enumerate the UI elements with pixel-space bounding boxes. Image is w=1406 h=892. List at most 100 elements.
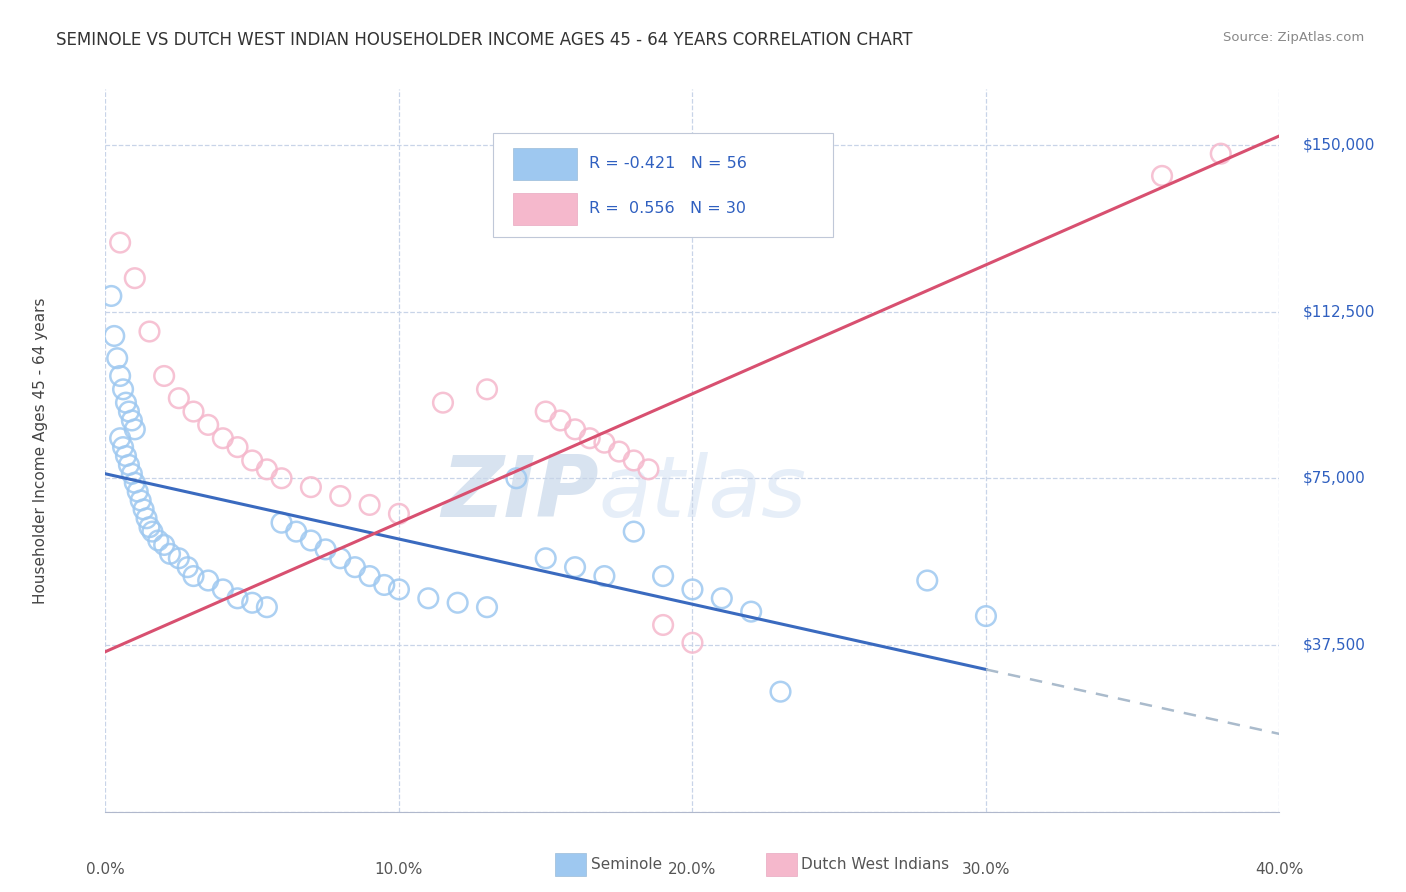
Point [475,600,498,615]
Point [1209,146,1232,161]
Point [138,520,160,534]
Point [652,618,675,632]
Point [103,329,125,343]
Point [299,533,322,548]
Point [475,382,498,396]
Point [197,417,219,432]
Point [240,453,263,467]
Point [153,538,176,552]
Point [112,382,135,396]
Point [100,289,122,303]
Point [682,582,704,597]
Text: R =  0.556   N = 30: R = 0.556 N = 30 [589,202,747,217]
Text: $37,500: $37,500 [1303,638,1365,652]
Point [159,547,181,561]
Point [153,369,176,384]
Text: $112,500: $112,500 [1303,304,1375,319]
Point [637,462,659,476]
Point [418,591,440,606]
Point [534,551,557,566]
Point [121,413,143,427]
Point [211,582,233,597]
Point [108,369,131,384]
Point [359,569,381,583]
Point [373,578,395,592]
Text: Dutch West Indians: Dutch West Indians [801,857,949,871]
Point [534,404,557,418]
Point [112,440,135,454]
Point [432,395,454,409]
Point [974,609,997,624]
Point [623,524,645,539]
Point [652,569,675,583]
Point [285,524,308,539]
Point [108,431,131,445]
FancyBboxPatch shape [494,133,834,237]
Point [118,458,141,472]
Point [564,422,586,436]
Bar [513,148,578,180]
Text: atlas: atlas [599,452,807,535]
Text: 40.0%: 40.0% [1256,863,1303,878]
Point [740,605,762,619]
Point [343,560,366,574]
Point [917,574,939,588]
Point [132,502,155,516]
Text: $150,000: $150,000 [1303,137,1375,153]
Point [124,271,146,285]
Text: 10.0%: 10.0% [375,863,423,878]
Text: SEMINOLE VS DUTCH WEST INDIAN HOUSEHOLDER INCOME AGES 45 - 64 YEARS CORRELATION : SEMINOLE VS DUTCH WEST INDIAN HOUSEHOLDE… [56,31,912,49]
Point [167,551,190,566]
Point [115,449,138,463]
Point [115,395,138,409]
Point [359,498,381,512]
Point [329,489,352,503]
Point [682,636,704,650]
Point [226,440,249,454]
Bar [513,193,578,225]
Text: R = -0.421   N = 56: R = -0.421 N = 56 [589,156,747,171]
Point [124,475,146,490]
Point [270,516,292,530]
Text: Seminole: Seminole [591,857,662,871]
Point [127,484,149,499]
Point [211,431,233,445]
Point [623,453,645,467]
Text: 0.0%: 0.0% [86,863,125,878]
Point [176,560,198,574]
Point [138,325,160,339]
Point [564,560,586,574]
Point [256,600,278,615]
Point [710,591,733,606]
Point [121,467,143,481]
Point [256,462,278,476]
Point [108,235,131,250]
Text: 20.0%: 20.0% [668,863,717,878]
Point [141,524,163,539]
Point [329,551,352,566]
Point [124,422,146,436]
Point [1150,169,1173,183]
Point [446,596,468,610]
Point [105,351,128,366]
Point [240,596,263,610]
Point [315,542,337,557]
Point [593,435,616,450]
Text: Source: ZipAtlas.com: Source: ZipAtlas.com [1223,31,1364,45]
Text: Householder Income Ages 45 - 64 years: Householder Income Ages 45 - 64 years [34,297,48,604]
Point [167,391,190,405]
Point [388,582,411,597]
Point [183,404,205,418]
Point [148,533,170,548]
Point [550,413,572,427]
Point [505,471,527,485]
Point [769,684,792,698]
Text: ZIP: ZIP [441,452,599,535]
Point [226,591,249,606]
Point [388,507,411,521]
Point [270,471,292,485]
Point [197,574,219,588]
Point [593,569,616,583]
Point [183,569,205,583]
Point [118,404,141,418]
